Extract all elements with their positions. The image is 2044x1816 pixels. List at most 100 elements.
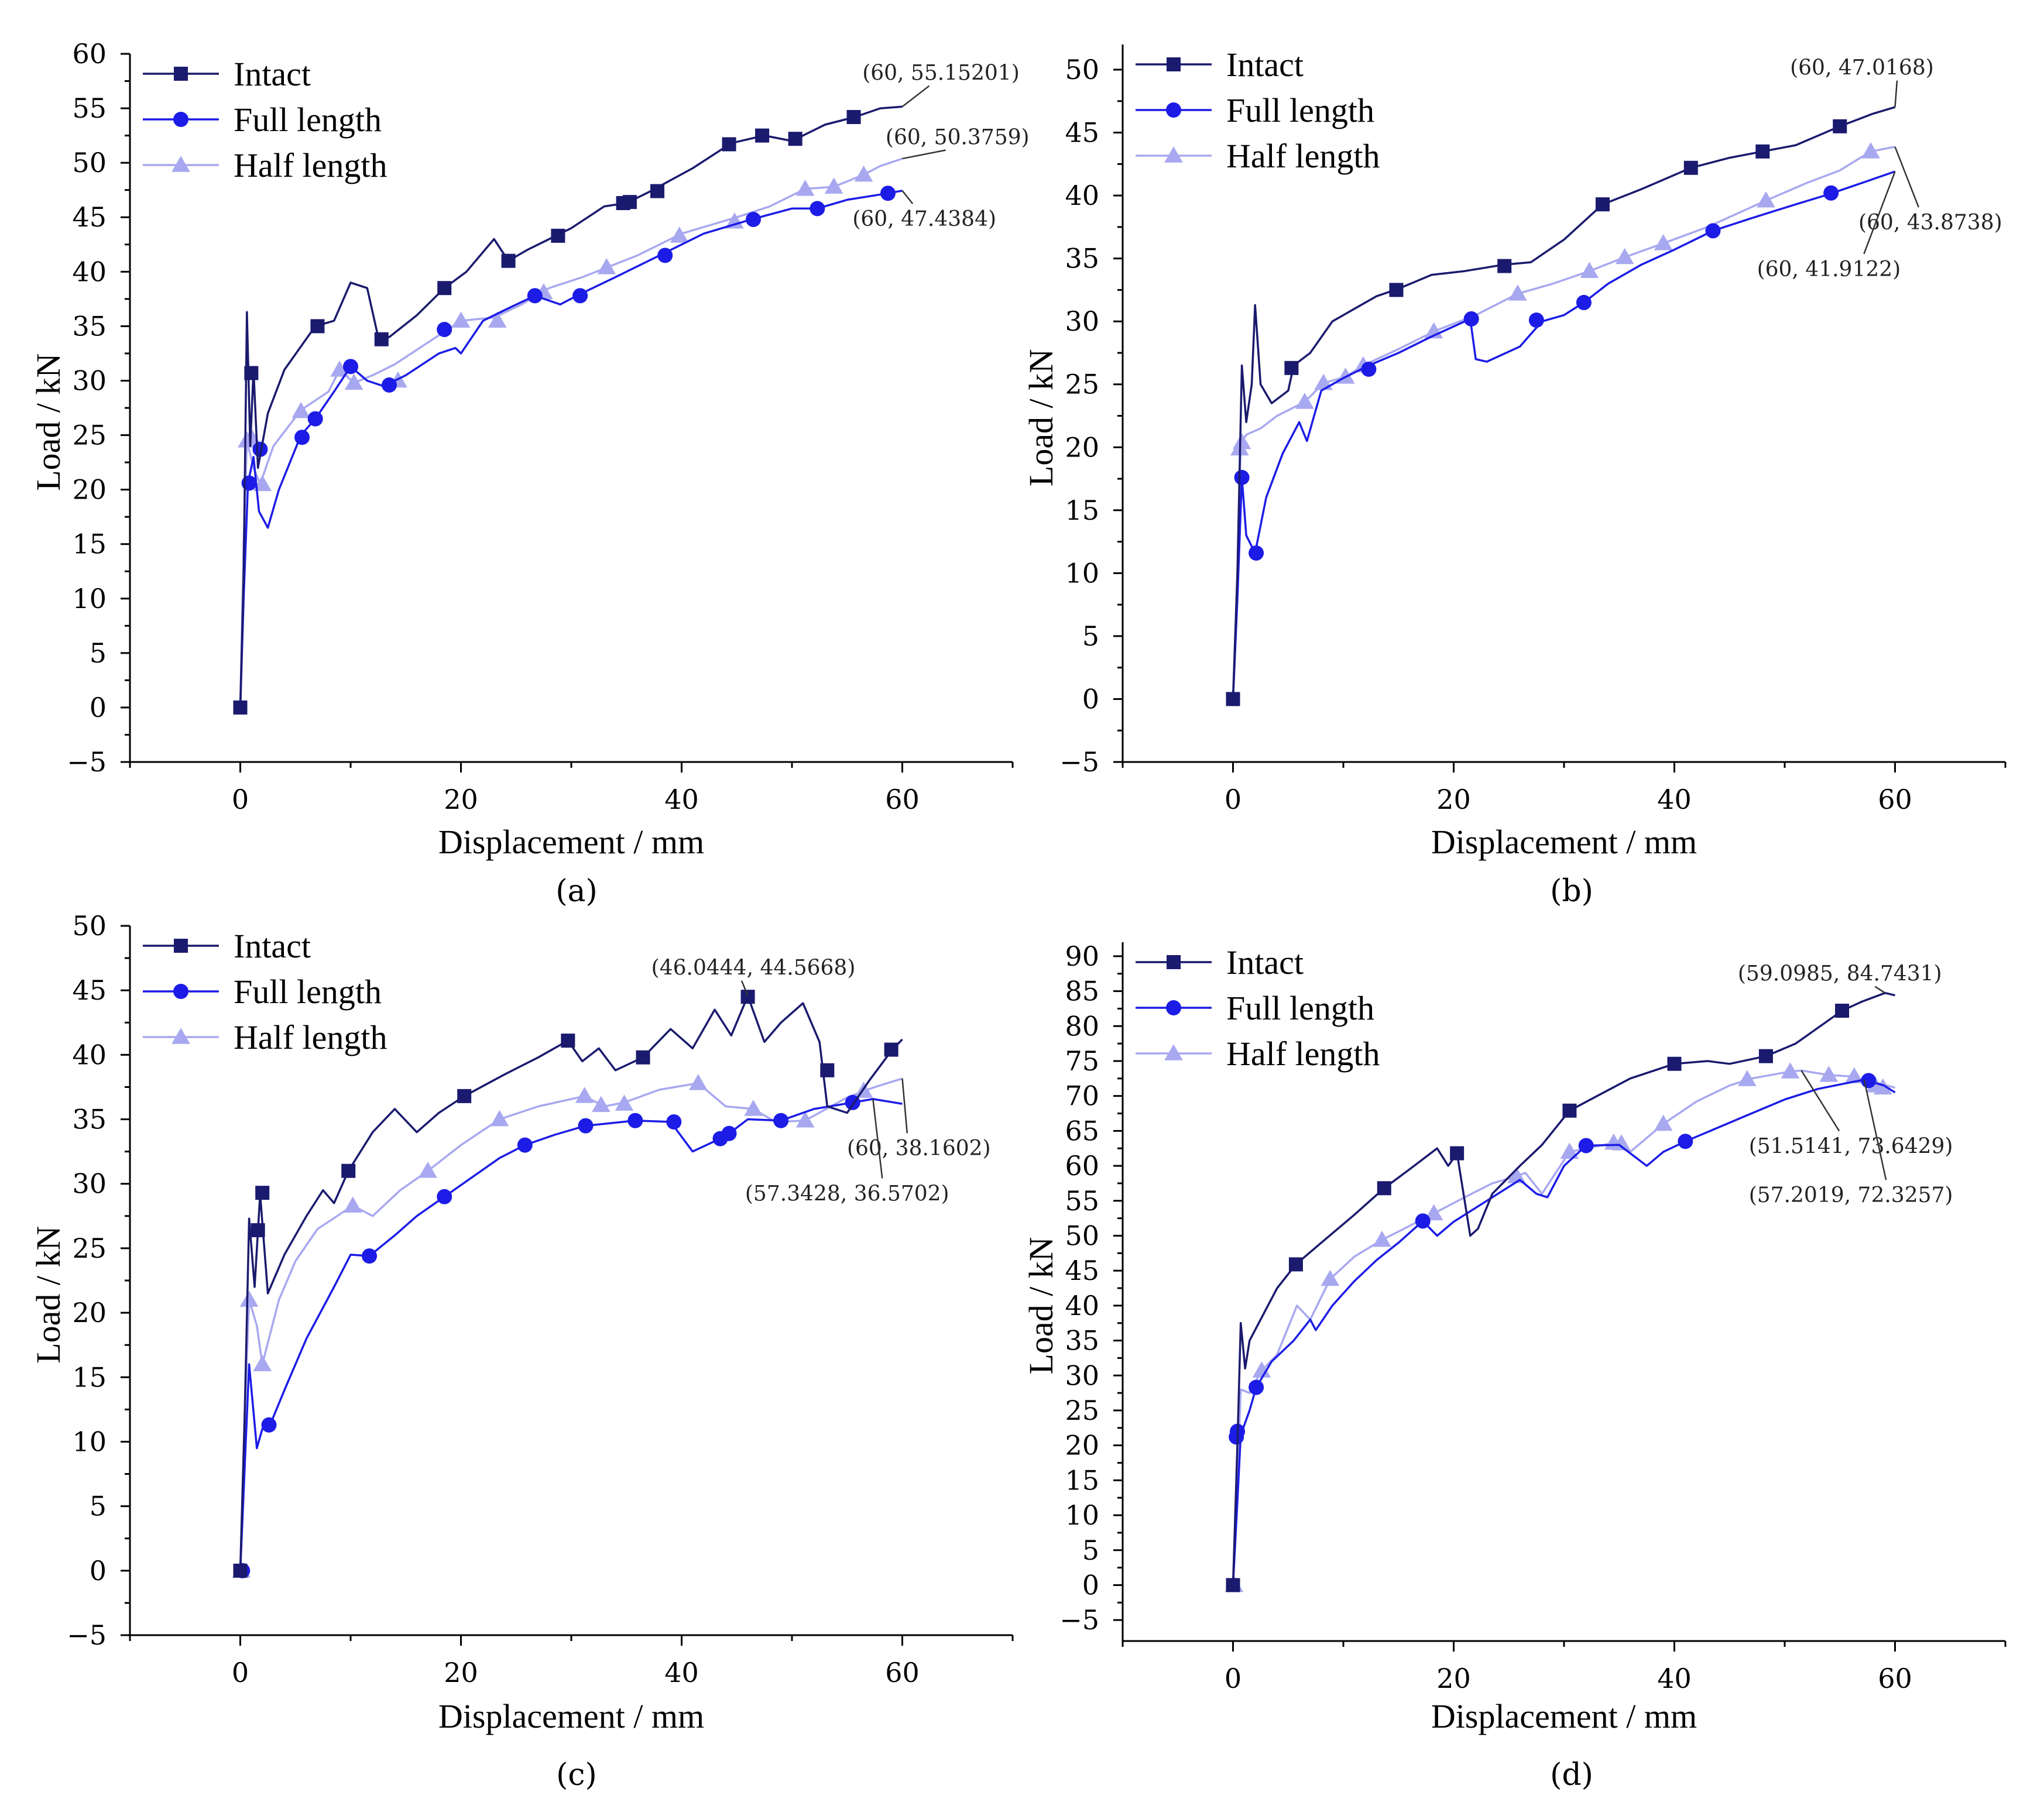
data-point-full-length <box>1705 223 1721 239</box>
annotation-leader <box>1863 171 1896 255</box>
data-point-full-length <box>261 1417 277 1433</box>
y-tick-label: 40 <box>72 256 107 287</box>
annotation-label: (57.2019, 72.3257) <box>1749 1183 1953 1207</box>
y-tick-label: 5 <box>1082 1534 1099 1566</box>
y-tick-label: 0 <box>1082 1569 1099 1601</box>
data-point-half-length <box>575 1087 594 1103</box>
y-tick-label: 60 <box>1065 1150 1099 1182</box>
data-point-full-length <box>657 248 673 263</box>
data-point-half-length <box>824 177 843 194</box>
data-point-half-length <box>344 373 363 390</box>
y-tick-label: −5 <box>67 746 107 778</box>
y-tick-label: 45 <box>1065 117 1099 149</box>
legend-label: Intact <box>234 927 311 965</box>
data-point-intact <box>1284 361 1299 375</box>
data-point-half-length <box>725 212 744 229</box>
y-tick-label: 65 <box>1065 1115 1099 1146</box>
annotation-leader <box>1874 986 1886 994</box>
x-axis-title: Displacement / mm <box>438 823 704 861</box>
data-point-half-length <box>291 401 310 418</box>
data-point-full-length <box>746 211 762 227</box>
data-point-half-length <box>1232 432 1251 449</box>
legend-label: Intact <box>234 55 311 93</box>
data-point-full-length <box>1249 1379 1264 1395</box>
data-point-half-length <box>330 361 349 377</box>
legend-label: Full length <box>234 973 382 1011</box>
data-point-full-length <box>773 1113 789 1128</box>
legend-label: Full length <box>1226 989 1374 1027</box>
data-point-intact <box>622 195 637 210</box>
data-point-intact <box>1389 283 1404 297</box>
y-tick-label: 30 <box>72 365 107 396</box>
data-point-intact <box>722 137 736 152</box>
panel-a: −5 0 5 10 15 20 25 30 35 40 45 50 55 60 0 20 40 60 Displac… <box>29 38 1030 909</box>
series-line-half-length <box>239 157 903 708</box>
y-tick-label: 35 <box>1065 1325 1099 1357</box>
data-point-intact <box>551 228 565 243</box>
panel-label: (b) <box>1550 874 1593 909</box>
data-point-half-length <box>1781 1062 1800 1079</box>
data-point-full-length <box>1361 361 1377 377</box>
data-point-half-length <box>1654 234 1673 250</box>
y-tick-label: 45 <box>72 974 107 1006</box>
y-tick-label: 40 <box>1065 1290 1099 1321</box>
y-tick-label: 0 <box>90 692 107 723</box>
y-tick-label: 10 <box>72 1426 107 1457</box>
legend-label: Full length <box>234 101 382 139</box>
y-tick-label: 15 <box>1065 1464 1099 1496</box>
x-tick-label: 60 <box>1878 1663 1912 1694</box>
data-point-intact <box>251 1223 265 1238</box>
data-point-half-length <box>1654 1114 1673 1131</box>
y-tick-label: −5 <box>1059 1604 1099 1636</box>
data-point-half-length <box>1295 393 1314 409</box>
y-tick-label: 25 <box>72 1233 107 1264</box>
y-tick-label: 20 <box>1065 1430 1099 1461</box>
y-tick-label: 10 <box>1065 1499 1099 1531</box>
data-point-half-length <box>1612 1134 1631 1151</box>
data-point-intact <box>650 184 665 198</box>
y-tick-label: 50 <box>1065 1220 1099 1251</box>
data-point-full-length <box>437 321 452 337</box>
data-point-full-length <box>1415 1213 1431 1229</box>
series-line-full-length <box>1232 1079 1896 1585</box>
data-point-half-length <box>795 180 815 196</box>
legend-label: Full length <box>1226 91 1374 129</box>
y-tick-label: 25 <box>72 420 107 451</box>
legend-label: Half length <box>1226 137 1380 175</box>
data-point-intact <box>740 990 755 1004</box>
data-point-full-length <box>1861 1073 1877 1089</box>
y-tick-label: 75 <box>1065 1045 1099 1077</box>
data-point-intact <box>233 700 248 715</box>
y-tick-label: 55 <box>72 92 107 124</box>
y-tick-label: −5 <box>1059 746 1099 778</box>
legend-label: Intact <box>1226 46 1304 84</box>
y-tick-label: 5 <box>90 1491 107 1522</box>
y-tick-label: −5 <box>67 1619 107 1651</box>
x-axis-title: Displacement / mm <box>1431 1697 1697 1735</box>
data-point-full-length <box>1576 294 1592 310</box>
data-point-intact <box>1497 259 1512 273</box>
x-tick-label: 20 <box>1436 1663 1471 1694</box>
data-point-intact <box>501 253 516 268</box>
x-tick-label: 0 <box>1225 784 1242 815</box>
legend-marker <box>1167 955 1181 969</box>
y-tick-label: 0 <box>90 1555 107 1587</box>
data-point-intact <box>755 128 770 143</box>
x-tick-label: 40 <box>664 784 699 815</box>
data-point-half-length <box>597 258 616 274</box>
data-point-full-length <box>880 186 896 201</box>
annotation-leader <box>740 980 749 997</box>
annotation-label: (60, 41.9122) <box>1757 258 1901 282</box>
annotation-label: (60, 55.15201) <box>862 61 1020 85</box>
data-point-intact <box>255 1186 270 1200</box>
y-tick-label: 50 <box>72 910 107 942</box>
data-point-half-length <box>1861 142 1880 159</box>
x-axis-title: Displacement / mm <box>1431 823 1697 861</box>
data-point-half-length <box>419 1161 437 1178</box>
legend-marker <box>1164 146 1183 163</box>
y-tick-label: 40 <box>1065 180 1099 211</box>
x-tick-label: 60 <box>1878 784 1912 815</box>
data-point-full-length <box>666 1114 682 1130</box>
data-point-half-length <box>239 1290 259 1307</box>
